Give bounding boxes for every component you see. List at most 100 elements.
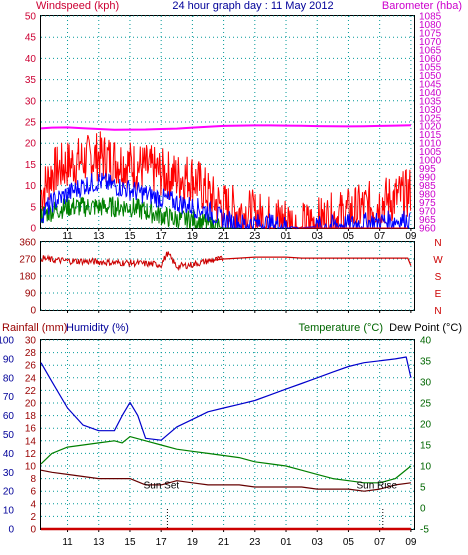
direction-y-tick-label: 90 — [25, 289, 37, 300]
x-tick-label: 17 — [156, 231, 168, 242]
barometer-y-tick-label: 1075 — [419, 28, 442, 39]
temperature-y-tick-label: 35 — [420, 357, 432, 368]
wind-y-tick-label: 50 — [25, 12, 37, 23]
wind-y-tick-label: 45 — [25, 33, 37, 44]
barometer-y-tick-label: 965 — [419, 215, 436, 226]
rainfall-y-tick-label: 6 — [30, 487, 36, 498]
rainfall-y-tick-label: 12 — [25, 449, 37, 460]
wind-axis-title: Windspeed (kph) — [36, 0, 119, 12]
rainfall-y-tick-label: 16 — [25, 424, 37, 435]
barometer-y-tick-label: 1055 — [419, 62, 442, 73]
x-tick-label: 11 — [62, 231, 73, 242]
wind-y-tick-label: 5 — [30, 202, 36, 213]
wind-y-tick-label: 10 — [25, 181, 37, 192]
barometer-y-tick-label: 1080 — [419, 20, 442, 31]
humidity-y-tick-label: 100 — [0, 336, 14, 347]
x-tick-label: 15 — [124, 537, 136, 548]
rainfall-y-tick-label: 18 — [25, 411, 37, 422]
x-tick-label: 05 — [343, 231, 355, 242]
x-tick-label: 03 — [312, 537, 324, 548]
temperature-axis-title: Temperature (°C) — [299, 322, 383, 334]
humidity-y-tick-label: 70 — [3, 392, 15, 403]
direction-panel-frame — [40, 241, 415, 311]
barometer-y-tick-label: 1050 — [419, 71, 442, 82]
barometer-y-tick-label: 995 — [419, 164, 436, 175]
compass-letter-label: N — [434, 238, 441, 249]
compass-letter-label: S — [435, 272, 442, 283]
barometer-y-tick-label: 1045 — [419, 79, 442, 90]
rainfall-y-tick-label: 4 — [30, 499, 36, 510]
average-wind-line — [40, 172, 411, 230]
temperature-y-tick-label: 10 — [420, 462, 432, 473]
barometer-y-tick-label: 1010 — [419, 139, 442, 150]
wind-direction-line — [207, 256, 412, 266]
direction-y-tick-label: 180 — [19, 272, 36, 283]
x-tick-label: 13 — [93, 537, 105, 548]
rainfall-y-tick-label: 8 — [30, 474, 36, 485]
barometer-y-tick-label: 1065 — [419, 45, 442, 56]
x-tick-label: 13 — [93, 231, 105, 242]
x-tick-label: 03 — [312, 231, 324, 242]
x-tick-label: 05 — [343, 537, 355, 548]
temperature-y-tick-label: 40 — [420, 336, 432, 347]
x-tick-label: 21 — [218, 231, 230, 242]
direction-y-tick-label: 0 — [30, 306, 36, 317]
compass-letter-label: E — [435, 289, 442, 300]
wind-y-tick-label: 40 — [25, 54, 37, 65]
rainfall-y-tick-label: 10 — [25, 462, 37, 473]
wind-y-tick-label: 35 — [25, 75, 37, 86]
barometer-y-tick-label: 1005 — [419, 147, 442, 158]
temperature-y-tick-label: 15 — [420, 441, 432, 452]
humidity-y-tick-label: 0 — [8, 525, 14, 536]
humidity-line — [40, 356, 412, 441]
barometer-y-tick-label: 960 — [419, 224, 436, 235]
wind-y-tick-label: 15 — [25, 160, 37, 171]
series-layer — [40, 124, 412, 531]
humidity-y-tick-label: 40 — [3, 449, 15, 460]
humidity-axis-title: Humidity (%) — [66, 322, 129, 334]
humidity-y-tick-label: 10 — [3, 506, 15, 517]
rainfall-axis-title: Rainfall (mm) — [2, 322, 67, 334]
barometer-line — [40, 124, 411, 131]
temperature-y-tick-label: 0 — [420, 504, 426, 515]
rainfall-y-tick-label: 26 — [25, 361, 37, 372]
x-tick-label: 21 — [218, 537, 230, 548]
humidity-y-tick-label: 20 — [3, 487, 15, 498]
sun-rise-label: Sun Rise — [356, 481, 397, 492]
rainfall-y-tick-label: 20 — [25, 399, 37, 410]
humidity-y-tick-label: 90 — [3, 354, 15, 365]
direction-y-tick-label: 270 — [19, 255, 36, 266]
wind-y-tick-label: 0 — [30, 224, 36, 235]
x-tick-label: 09 — [405, 231, 417, 242]
barometer-y-tick-label: 1020 — [419, 122, 442, 133]
wind-y-tick-label: 25 — [25, 118, 37, 129]
x-tick-label: 23 — [249, 537, 261, 548]
x-tick-label: 09 — [405, 537, 417, 548]
x-tick-label: 07 — [374, 537, 386, 548]
x-tick-label: 17 — [156, 537, 168, 548]
compass-letter-label: W — [433, 255, 443, 266]
barometer-y-tick-label: 990 — [419, 173, 436, 184]
x-tick-label: 07 — [374, 231, 386, 242]
wind-direction-noisy-line — [40, 251, 224, 272]
barometer-y-tick-label: 970 — [419, 207, 436, 218]
wind-panel-frame — [40, 15, 415, 229]
barometer-y-tick-label: 985 — [419, 181, 436, 192]
temperature-y-tick-label: 20 — [420, 420, 432, 431]
temperature-y-tick-label: 25 — [420, 399, 432, 410]
compass-letter-label: N — [434, 306, 441, 317]
humidity-y-tick-label: 80 — [3, 373, 15, 384]
barometer-y-tick-label: 975 — [419, 198, 436, 209]
barometer-y-tick-label: 1000 — [419, 156, 442, 167]
humidity-y-tick-label: 60 — [3, 411, 15, 422]
chart-title: 24 hour graph day : 11 May 2012 — [172, 0, 333, 12]
wind-y-tick-label: 20 — [25, 139, 37, 150]
x-tick-label: 11 — [62, 537, 73, 548]
climate-panel-frame — [40, 339, 415, 530]
barometer-y-tick-label: 1060 — [419, 54, 442, 65]
rainfall-y-tick-label: 22 — [25, 386, 37, 397]
rainfall-y-tick-label: 30 — [25, 336, 37, 347]
